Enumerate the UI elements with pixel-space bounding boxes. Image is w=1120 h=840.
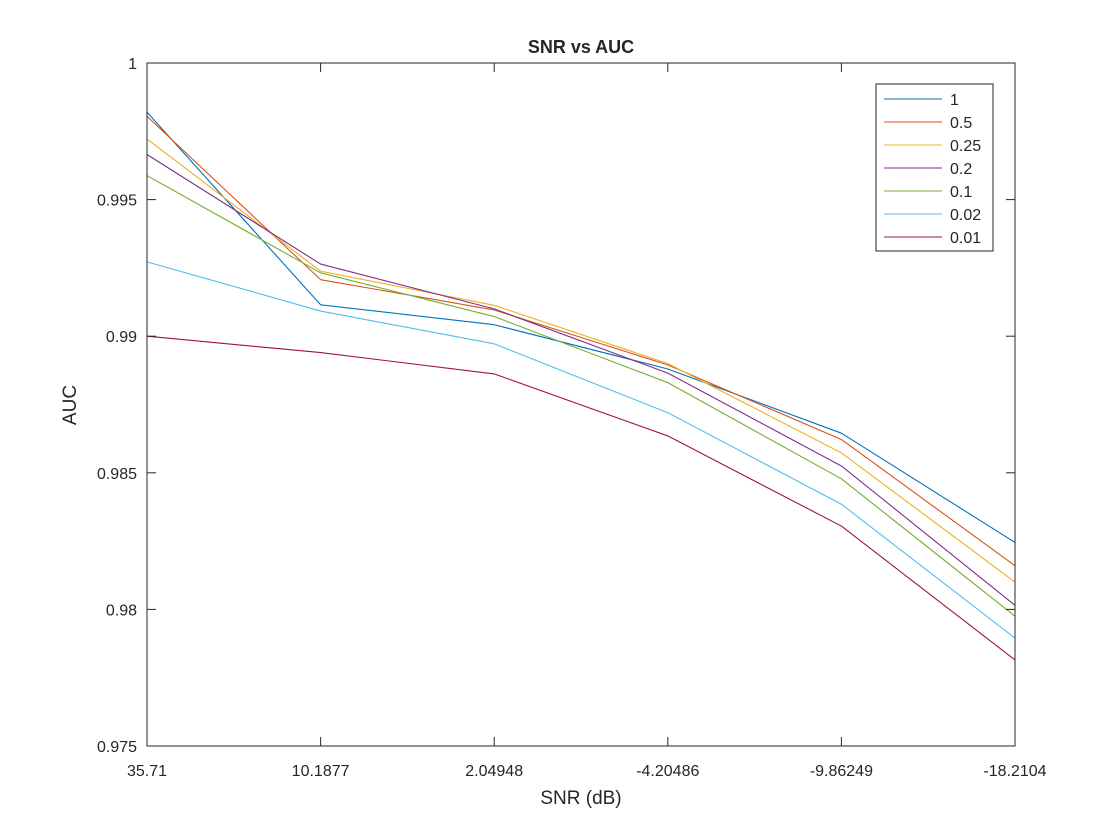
series-line xyxy=(146,154,1016,606)
y-tick-label: 0.995 xyxy=(97,193,137,210)
x-tick-label: 10.1877 xyxy=(292,763,350,780)
series-line xyxy=(146,261,1016,639)
y-tick-label: 0.975 xyxy=(97,739,137,756)
x-tick-label: -4.20486 xyxy=(636,763,699,780)
legend-label: 0.01 xyxy=(950,230,981,247)
plot-box xyxy=(146,62,1016,747)
y-tick-label: 1 xyxy=(128,56,137,73)
x-tick-label: 35.71 xyxy=(127,763,167,780)
series-line xyxy=(146,115,1016,567)
legend-label: 0.5 xyxy=(950,115,972,132)
chart-title: SNR vs AUC xyxy=(528,37,634,57)
x-axis-label: SNR (dB) xyxy=(540,788,621,809)
y-tick-label: 0.985 xyxy=(97,466,137,483)
series-line xyxy=(146,138,1016,583)
x-tick-label: -18.2104 xyxy=(983,763,1046,780)
legend-label: 0.02 xyxy=(950,207,981,224)
series-line xyxy=(146,111,1016,543)
legend-label: 0.25 xyxy=(950,138,981,155)
x-tick-label: -9.86249 xyxy=(810,763,873,780)
y-axis-label: AUC xyxy=(60,385,81,425)
y-tick-label: 0.98 xyxy=(106,602,137,619)
x-tick-label: 2.04948 xyxy=(465,763,523,780)
legend-label: 0.2 xyxy=(950,161,972,178)
legend-label: 1 xyxy=(950,92,959,109)
legend: 1 0.5 0.25 0.2 0.1 0.02 0.01 xyxy=(875,83,994,252)
series-line xyxy=(146,335,1016,661)
series-line xyxy=(146,175,1016,617)
x-axis-ticks: 35.71 10.1877 2.04948 -4.20486 -9.86249 -18.2… xyxy=(127,63,1047,780)
y-tick-label: 0.99 xyxy=(106,329,137,346)
series-layer xyxy=(146,111,1016,661)
y-axis-ticks: 0.975 0.98 0.985 0.99 0.995 1 xyxy=(97,56,1015,756)
legend-label: 0.1 xyxy=(950,184,972,201)
